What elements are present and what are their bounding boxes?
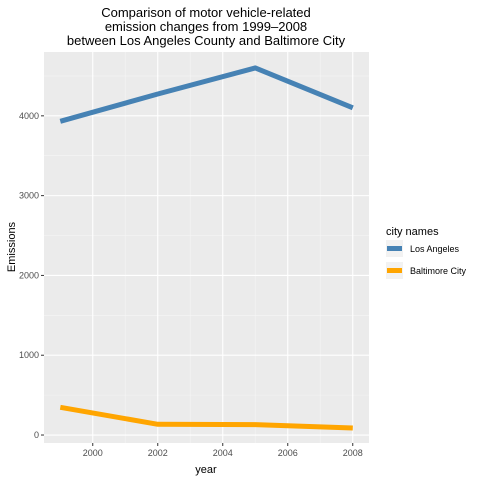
y-axis-title: Emissions [6,221,18,272]
series-line-1 [59,65,354,124]
grid-minor [44,52,369,443]
y-tick-label: 4000 [19,111,39,121]
y-tick-label: 3000 [19,191,39,201]
x-tick-label: 2002 [148,448,168,458]
legend: Los Angeles Baltimore City [386,240,467,279]
x-tick-label: 2004 [213,448,233,458]
y-tick-label: 2000 [19,270,39,280]
legend-label: Los Angeles [410,244,460,254]
chart-title-line-3: between Los Angeles County and Baltimore… [67,33,346,48]
y-axis-ticks: 0 1000 2000 3000 4000 [19,111,44,440]
x-tick-label: 2008 [343,448,363,458]
series-layer [59,65,354,431]
chart-title-line-1: Comparison of motor vehicle-related [101,5,311,20]
plot-panel [44,52,369,443]
x-tick-label: 2006 [278,448,298,458]
legend-title: city names [386,226,439,238]
chart-title-line-2: emission changes from 1999–2008 [105,19,307,34]
x-tick-label: 2000 [83,448,103,458]
y-tick-label: 1000 [19,350,39,360]
x-axis-title: year [195,464,217,476]
grid-major [44,52,369,443]
y-tick-label: 0 [34,430,39,440]
series-line-2 [59,404,353,431]
x-axis-ticks: 2000 2002 2004 2006 2008 [83,443,363,458]
legend-label: Baltimore City [410,266,467,276]
